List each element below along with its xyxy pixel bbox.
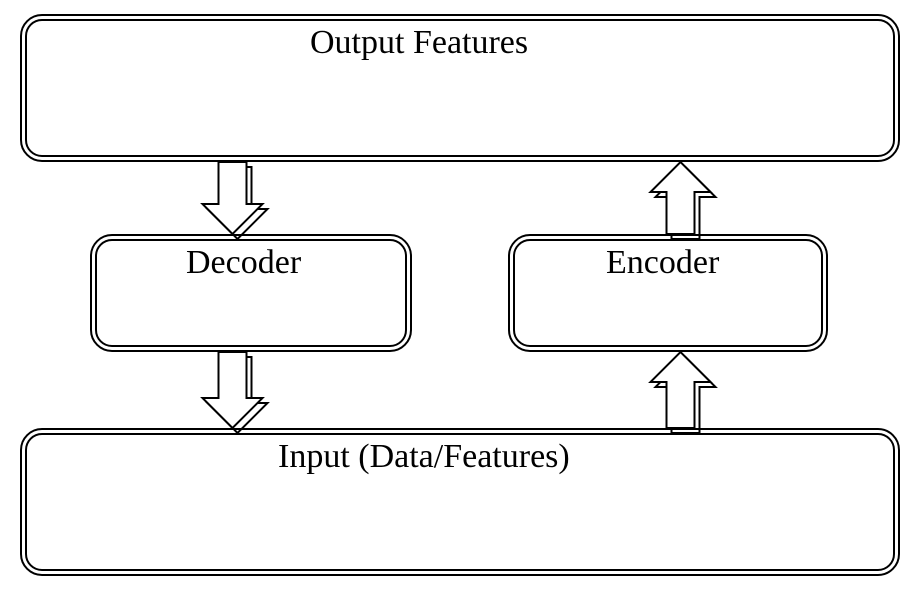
node-input-label: Input (Data/Features) [278, 438, 570, 476]
arrow-decoder-to-input [196, 352, 269, 428]
arrow-output-to-decoder [196, 162, 269, 234]
node-output-label: Output Features [310, 24, 528, 62]
arrow-input-to-encoder [644, 352, 717, 428]
arrow-encoder-to-output [644, 162, 717, 234]
diagram-canvas: Output Features Decoder Encoder Input (D… [0, 0, 918, 592]
node-decoder-label: Decoder [186, 244, 301, 282]
node-encoder-label: Encoder [606, 244, 719, 282]
